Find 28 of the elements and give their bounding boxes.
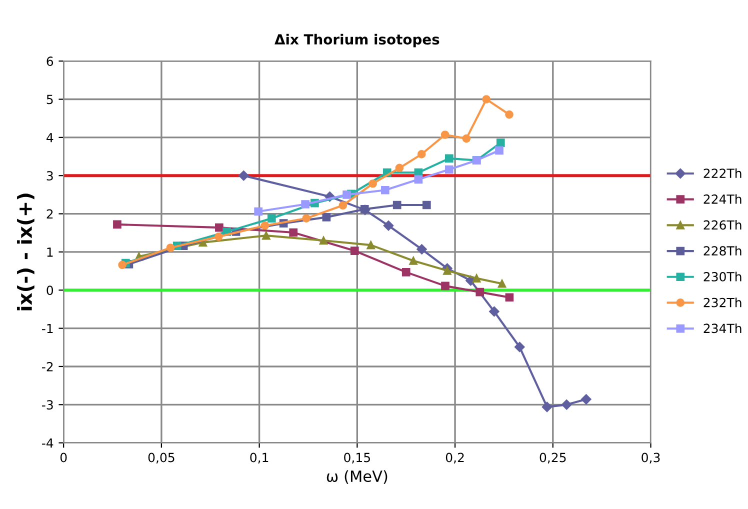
y-axis-title: ix(-) - ix(+) <box>17 194 34 310</box>
y-tick-label: 4 <box>46 133 54 142</box>
x-tick-label: 0,3 <box>642 452 660 464</box>
legend-label: 230Th <box>704 272 742 282</box>
chart-title: Δix Thorium isotopes <box>274 34 440 48</box>
x-tick-label: 0,25 <box>540 452 566 464</box>
x-tick-label: 0,1 <box>250 452 268 464</box>
y-tick-label: 5 <box>46 94 53 104</box>
y-tick-label: 3 <box>46 171 53 181</box>
x-tick-label: 0 <box>60 452 67 462</box>
y-tick-label: -3 <box>42 400 53 410</box>
y-tick-label: -4 <box>42 438 54 448</box>
legend-label: 228Th <box>704 246 742 256</box>
y-tick-label: -2 <box>42 362 53 372</box>
x-tick-label: 0,15 <box>344 452 370 464</box>
legend-label: 234Th <box>704 323 742 334</box>
x-axis-title: ω (MeV) <box>326 470 388 484</box>
y-tick-label: -1 <box>42 324 53 334</box>
x-tick-label: 0,05 <box>148 452 174 464</box>
legend-label: 226Th <box>704 220 742 230</box>
legend-label: 232Th <box>704 298 742 308</box>
y-tick-label: 2 <box>46 209 53 219</box>
y-tick-label: 1 <box>47 248 53 257</box>
x-tick-label: 0,2 <box>446 452 464 464</box>
y-tick-label: 0 <box>46 286 54 296</box>
legend-label: 224Th <box>704 194 742 204</box>
legend-label: 222Th <box>704 168 742 178</box>
y-tick-label: 6 <box>46 56 54 66</box>
